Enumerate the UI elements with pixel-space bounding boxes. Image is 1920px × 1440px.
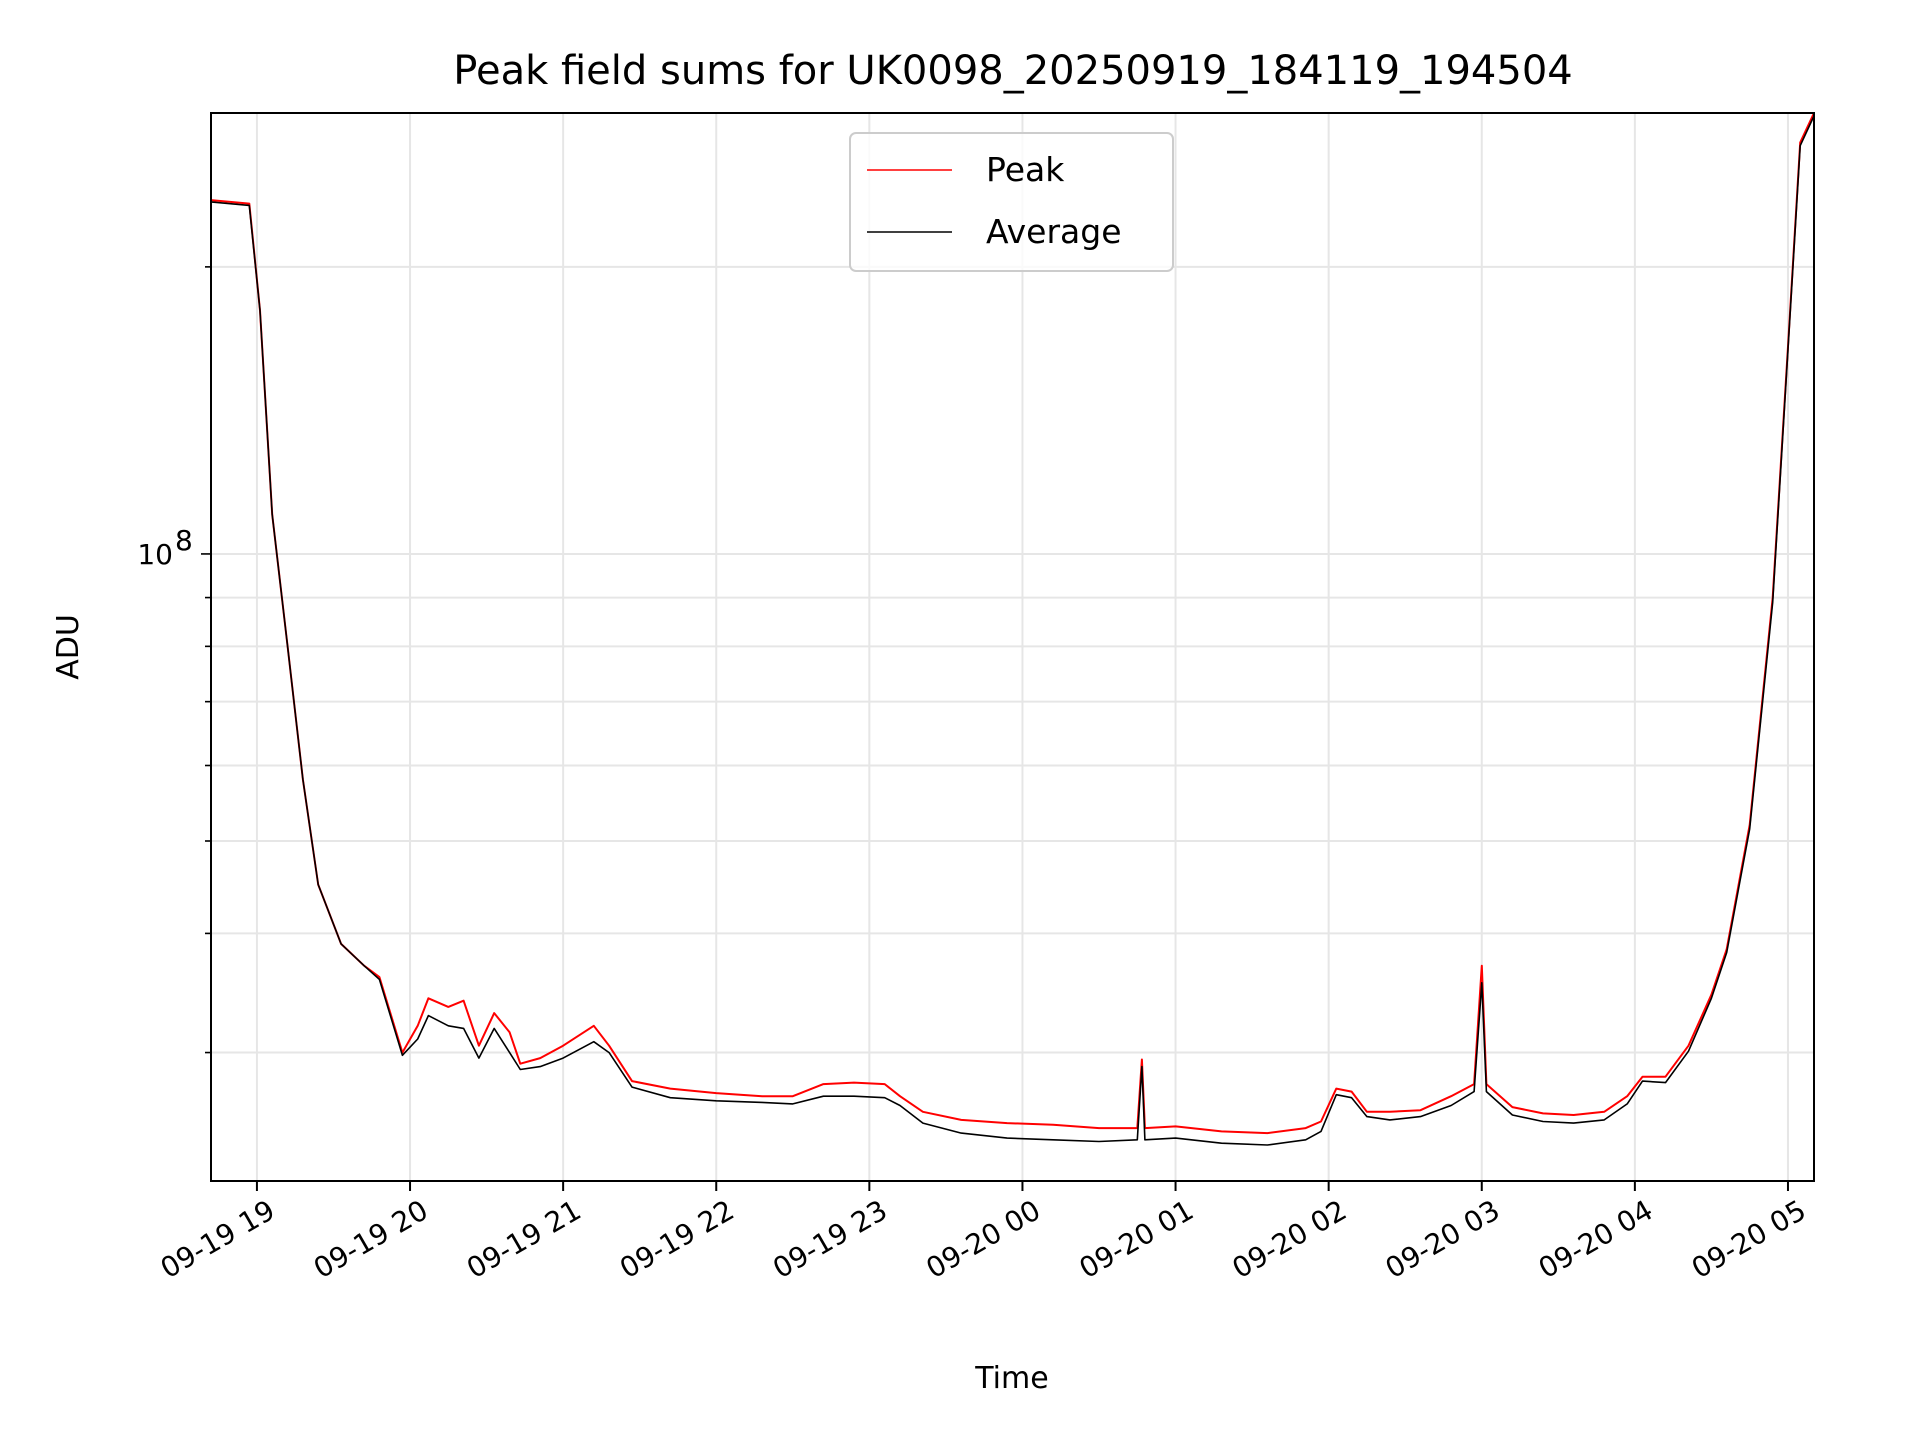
plot-series — [210, 112, 1815, 1146]
chart-title: Peak field sums for UK0098_20250919_1841… — [453, 48, 1572, 94]
y-tick-label: 10 — [137, 538, 173, 571]
y-tick-exponent: 8 — [175, 524, 193, 557]
legend-label-peak: Peak — [986, 150, 1065, 189]
legend: Peak Average — [849, 132, 1174, 272]
series-line-average — [210, 115, 1815, 1146]
legend-label-average: Average — [986, 212, 1122, 251]
x-axis-label: Time — [974, 1361, 1048, 1396]
grid — [211, 113, 1814, 1181]
y-axis: 10 8 — [137, 266, 211, 1054]
legend-box — [849, 132, 1174, 272]
series-line-peak — [210, 112, 1815, 1135]
y-axis-label: ADU — [51, 614, 86, 680]
